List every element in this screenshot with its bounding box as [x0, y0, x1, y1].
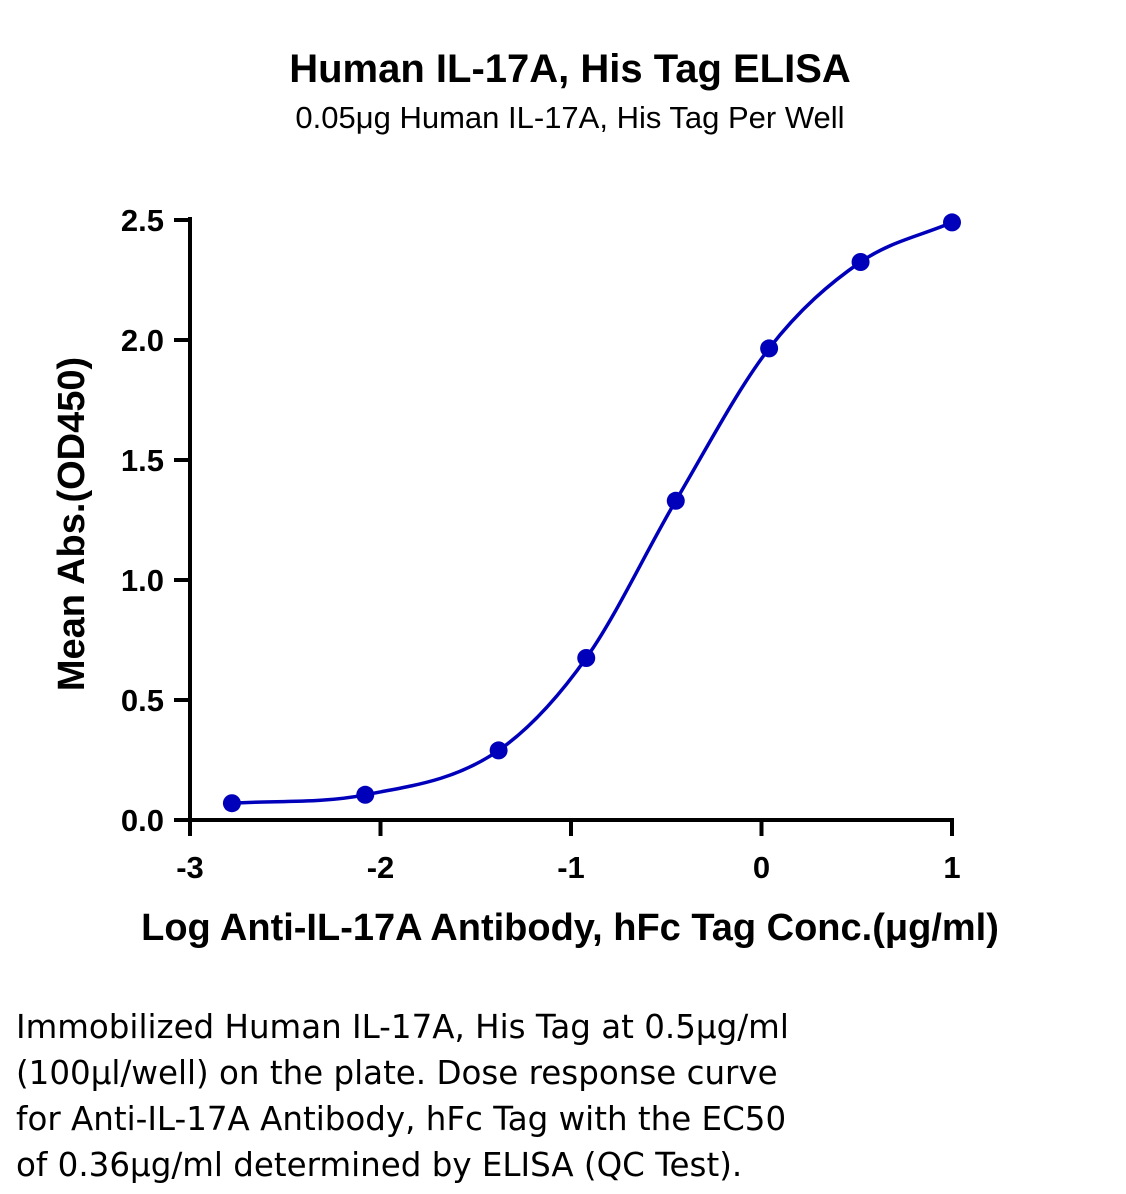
fit-curve: [231, 220, 953, 805]
chart-title: Human IL-17A, His Tag ELISA: [289, 47, 851, 91]
data-point: [760, 339, 779, 358]
y-tick-label: 0.0: [121, 803, 164, 838]
fit-curve-layer: [231, 220, 953, 805]
y-tick-label: 1.0: [121, 563, 164, 598]
y-tick-label: 0.5: [121, 683, 164, 718]
data-point: [222, 794, 241, 813]
caption-line-1: Immobilized Human IL-17A, His Tag at 0.5…: [16, 1008, 789, 1046]
x-axis-label: Log Anti-IL-17A Antibody, hFc Tag Conc.(…: [141, 907, 999, 949]
data-point: [666, 491, 685, 510]
y-tick-label: 2.0: [121, 323, 164, 358]
caption-line-3: for Anti-IL-17A Antibody, hFc Tag with t…: [16, 1100, 787, 1138]
y-tick-label: 1.5: [121, 443, 164, 478]
caption-line-4: of 0.36μg/ml determined by ELISA (QC Tes…: [16, 1146, 743, 1184]
y-tick-label: 2.5: [121, 203, 164, 238]
data-point: [943, 213, 961, 232]
elisa-chart: Human IL-17A, His Tag ELISA 0.05μg Human…: [51, 47, 999, 949]
chart-subtitle: 0.05μg Human IL-17A, His Tag Per Well: [295, 100, 844, 135]
figure-caption: Immobilized Human IL-17A, His Tag at 0.5…: [16, 1004, 1116, 1188]
x-tick-label: 0: [753, 850, 770, 885]
data-point: [851, 253, 870, 271]
x-tick-label: -1: [557, 850, 585, 885]
x-tick-label: -3: [176, 850, 204, 885]
y-axis-label: Mean Abs.(OD450): [51, 357, 93, 691]
data-points-layer: [222, 213, 961, 813]
axes: 0.0 0.5 1.0 1.5 2.0 2.5 -3 -2 -1 0 1: [121, 203, 961, 885]
x-tick-label: -2: [367, 850, 395, 885]
caption-line-2: (100μl/well) on the plate. Dose response…: [16, 1054, 778, 1092]
data-point: [577, 649, 596, 667]
data-point: [356, 785, 375, 804]
x-tick-label: 1: [943, 850, 960, 885]
data-point: [489, 741, 508, 760]
